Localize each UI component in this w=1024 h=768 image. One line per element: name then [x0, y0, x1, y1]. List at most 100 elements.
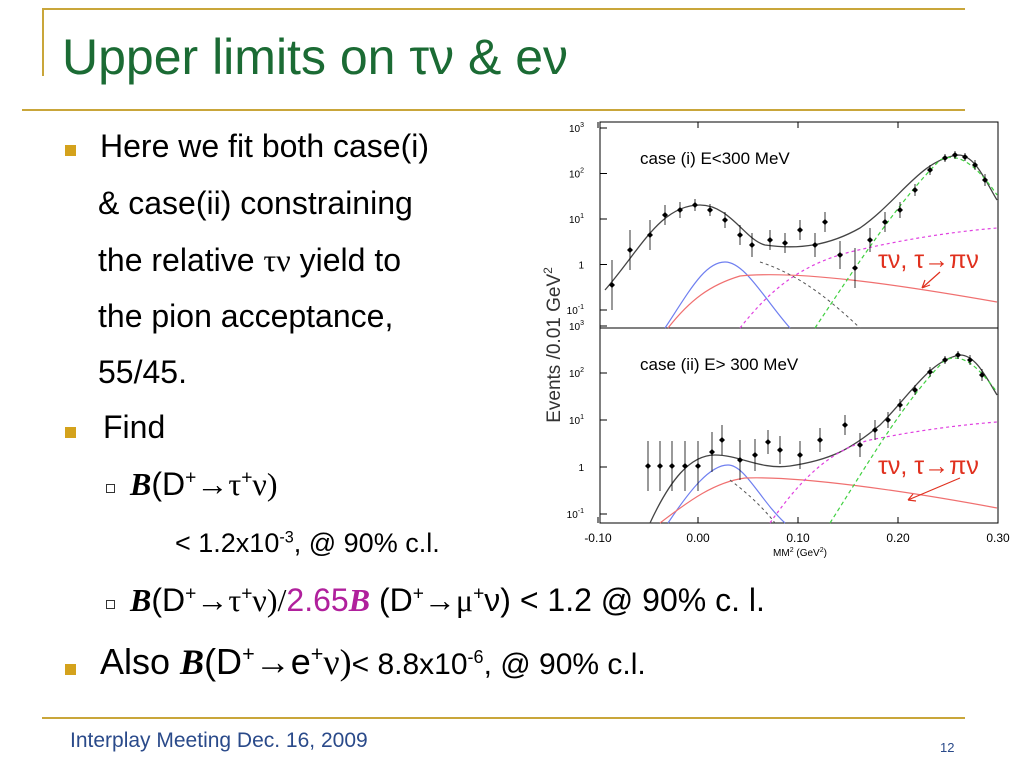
text: (D — [204, 641, 243, 682]
text: the relative — [98, 242, 264, 278]
text: 10 — [569, 416, 581, 427]
curve — [729, 479, 776, 524]
arrow — [921, 271, 941, 289]
point — [927, 369, 933, 375]
text: ν) < 1.2 @ 90% c. l. — [484, 582, 765, 618]
point — [677, 207, 683, 213]
point — [837, 252, 843, 258]
sup: + — [185, 583, 197, 605]
point — [867, 237, 873, 243]
point — [872, 427, 878, 433]
text: Find — [103, 409, 165, 446]
sup: 2 — [580, 168, 584, 175]
footer-text: Interplay Meeting Dec. 16, 2009 — [70, 729, 368, 752]
text: Also — [100, 641, 181, 682]
sup: 3 — [580, 122, 584, 129]
panel-frame — [599, 327, 999, 524]
point — [817, 437, 823, 443]
sup: + — [412, 583, 424, 605]
symbol: τν — [263, 242, 291, 278]
x-tick-label: 0.30 — [986, 531, 1010, 545]
sup: 2 — [541, 267, 555, 274]
curve — [759, 261, 861, 329]
point — [927, 167, 933, 173]
text: 10 — [569, 170, 581, 181]
point — [812, 242, 818, 248]
bullet-marker — [65, 427, 76, 438]
y-tick-label: 1 — [578, 463, 584, 474]
sup: -1 — [578, 508, 584, 515]
point — [719, 437, 725, 443]
sup: 2 — [820, 547, 824, 554]
panel-label: case (i) E<300 MeV — [640, 149, 790, 168]
bullet-marker — [65, 664, 76, 675]
text: (D — [151, 582, 186, 618]
text: Here we fit both case(i) — [100, 128, 429, 165]
point — [912, 387, 918, 393]
x-tick-label: 0.00 — [686, 531, 710, 545]
text: →e — [254, 641, 311, 682]
symbol: ν) — [323, 642, 352, 682]
sup: 3 — [580, 320, 584, 327]
point — [852, 265, 858, 271]
text: B(D+→τ+ν) — [130, 466, 278, 503]
point — [882, 219, 888, 225]
text: Events /0.01 GeV — [544, 274, 565, 423]
curve — [664, 261, 791, 329]
y-tick-label: 1 — [578, 261, 584, 272]
page-number: 12 — [940, 740, 954, 755]
rule — [42, 8, 965, 10]
text: & case(ii) constraining — [98, 185, 413, 221]
x-tick-label: 0.10 — [786, 531, 810, 545]
point — [645, 463, 651, 469]
text: (D — [151, 466, 186, 502]
text: yield to — [290, 242, 402, 278]
symbol: →τ — [196, 466, 242, 502]
point — [752, 452, 758, 458]
point — [777, 447, 783, 453]
point — [972, 162, 978, 168]
text: Also B(D+→e+ν)< 8.8x10-6, @ 90% c.l. — [100, 641, 646, 683]
point — [609, 282, 615, 288]
page-number-text: 12 — [940, 740, 955, 755]
y-tick-label: 103 — [569, 320, 584, 333]
title-text: Upper limits on τν & eν — [62, 29, 569, 85]
sup: + — [242, 641, 255, 667]
point — [657, 463, 663, 469]
text: (D — [370, 582, 413, 618]
point — [707, 207, 713, 213]
text: 10 — [569, 215, 581, 226]
text: < 8.8x10 — [351, 648, 468, 681]
text: 10 — [569, 369, 581, 380]
text: 55/45. — [98, 354, 187, 390]
text: B(D+→τ+ν)/2.65B (D+→μ+ν) < 1.2 @ 90% c. … — [130, 582, 765, 619]
sup: 2 — [580, 367, 584, 374]
y-tick-label: 102 — [569, 168, 584, 181]
point — [962, 154, 968, 160]
point — [952, 152, 958, 158]
point — [967, 357, 973, 363]
curve — [739, 227, 998, 329]
point — [912, 187, 918, 193]
symbol: ν) — [252, 466, 278, 502]
point — [942, 357, 948, 363]
rule — [22, 109, 965, 111]
symbol: →τ — [196, 582, 242, 618]
curve — [769, 421, 998, 524]
point — [695, 463, 701, 469]
point — [982, 177, 988, 183]
symbol: B — [348, 582, 371, 618]
sup: -3 — [279, 528, 294, 547]
curve — [667, 274, 998, 329]
point — [782, 240, 788, 246]
arrow — [907, 477, 961, 502]
symbol: →μ — [423, 582, 474, 618]
x-tick-label: -0.10 — [584, 531, 612, 545]
point — [709, 449, 715, 455]
panel-label: case (ii) E> 300 MeV — [640, 355, 799, 374]
symbol: ν)/ — [252, 582, 287, 618]
sup: + — [241, 583, 253, 605]
sub-bullet-marker — [106, 600, 115, 609]
y-tick-label: 102 — [569, 367, 584, 380]
symbol: B — [130, 582, 152, 618]
